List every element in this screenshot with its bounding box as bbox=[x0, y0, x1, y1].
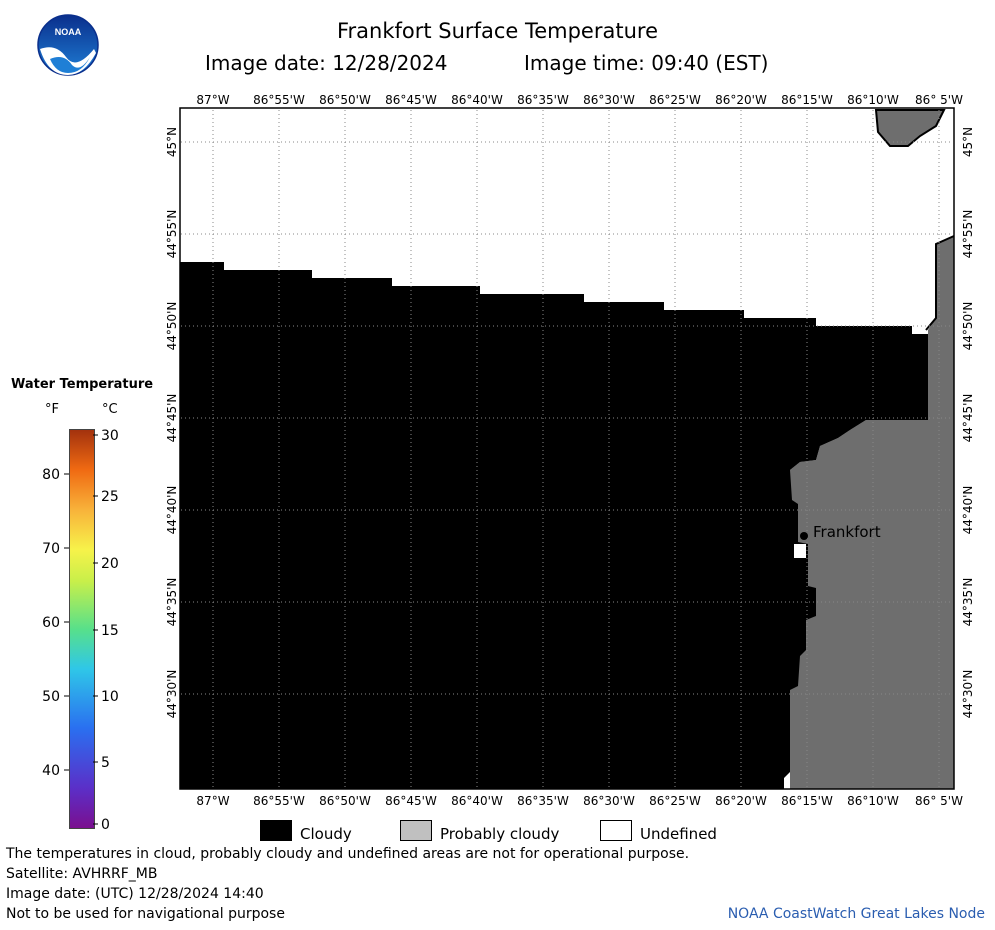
image-time: Image time: 09:40 (EST) bbox=[524, 51, 769, 75]
unit-celsius: °C bbox=[102, 402, 118, 417]
c-tick-label: 15 bbox=[101, 623, 119, 639]
lon-label-bottom: 86°50'W bbox=[319, 794, 371, 808]
lat-label-left: 45°N bbox=[165, 127, 179, 157]
legend-undefined: Undefined bbox=[640, 825, 717, 843]
lon-label-bottom: 86°45'W bbox=[385, 794, 437, 808]
c-tick-label: 0 bbox=[101, 817, 110, 833]
disclaimer-note: The temperatures in cloud, probably clou… bbox=[6, 846, 690, 862]
lon-label-top: 86°45'W bbox=[385, 93, 437, 107]
lon-label-top: 86°10'W bbox=[847, 93, 899, 107]
lat-label-left: 44°30'N bbox=[165, 670, 179, 719]
lon-label-bottom: 86°10'W bbox=[847, 794, 899, 808]
probably-cloudy-area bbox=[928, 236, 954, 789]
grid-lines bbox=[181, 110, 953, 788]
lat-label-left: 44°45'N bbox=[165, 394, 179, 443]
lat-label-left: 44°40'N bbox=[165, 486, 179, 535]
c-tick-label: 25 bbox=[101, 489, 119, 505]
f-tick-label: 60 bbox=[42, 615, 60, 631]
probably-cloudy-lobe bbox=[874, 109, 946, 147]
f-tick-label: 50 bbox=[42, 689, 60, 705]
satellite-info: Satellite: AVHRRF_MB bbox=[6, 866, 158, 882]
frankfort-label: Frankfort bbox=[813, 523, 881, 541]
utc-date: Image date: (UTC) 12/28/2024 14:40 bbox=[6, 886, 264, 902]
page-title: Frankfort Surface Temperature bbox=[336, 19, 658, 43]
lon-label-bottom: 86°40'W bbox=[451, 794, 503, 808]
map-frame bbox=[179, 107, 955, 790]
lon-label-top: 86°35'W bbox=[517, 93, 569, 107]
lon-label-top: 86°40'W bbox=[451, 93, 503, 107]
lat-label-right: 44°50'N bbox=[961, 302, 975, 351]
credit-link[interactable]: NOAA CoastWatch Great Lakes Node bbox=[727, 906, 985, 922]
lon-label-bottom: 86°25'W bbox=[649, 794, 701, 808]
image-date: Image date: 12/28/2024 bbox=[205, 51, 448, 75]
probably-cloudy-area-east bbox=[790, 420, 930, 789]
probably-cloudy-swatch bbox=[400, 820, 432, 841]
lat-label-right: 44°45'N bbox=[961, 394, 975, 443]
legend-cloudy: Cloudy bbox=[300, 825, 352, 843]
f-tick-label: 70 bbox=[42, 541, 60, 557]
lat-label-right: 44°30'N bbox=[961, 670, 975, 719]
lon-label-top: 86° 5'W bbox=[915, 93, 963, 107]
lat-label-right: 45°N bbox=[961, 127, 975, 157]
noaa-logo: NOAA bbox=[37, 14, 99, 76]
lon-label-bottom: 87°W bbox=[196, 794, 229, 808]
lat-label-right: 44°55'N bbox=[961, 210, 975, 259]
lon-label-top: 86°50'W bbox=[319, 93, 371, 107]
lon-label-bottom: 86°15'W bbox=[781, 794, 833, 808]
c-tick-label: 20 bbox=[101, 556, 119, 572]
undefined-patch bbox=[794, 544, 806, 558]
f-tick-label: 80 bbox=[42, 467, 60, 483]
lon-label-top: 86°55'W bbox=[253, 93, 305, 107]
unit-fahrenheit: °F bbox=[45, 402, 59, 417]
lon-label-top: 86°25'W bbox=[649, 93, 701, 107]
lon-label-bottom: 86° 5'W bbox=[915, 794, 963, 808]
cloudy-area bbox=[180, 262, 928, 789]
lon-label-bottom: 86°55'W bbox=[253, 794, 305, 808]
nav-warning: Not to be used for navigational purpose bbox=[6, 906, 285, 922]
coastline bbox=[925, 235, 955, 331]
frankfort-marker bbox=[800, 532, 808, 540]
colorbar bbox=[69, 429, 95, 829]
lat-label-right: 44°35'N bbox=[961, 578, 975, 627]
lon-label-top: 86°30'W bbox=[583, 93, 635, 107]
colorbar-title: Water Temperature bbox=[11, 377, 154, 392]
lon-label-bottom: 86°30'W bbox=[583, 794, 635, 808]
undefined-swatch bbox=[600, 820, 632, 841]
f-tick-label: 40 bbox=[42, 763, 60, 779]
lon-label-top: 87°W bbox=[196, 93, 229, 107]
legend-probably-cloudy: Probably cloudy bbox=[440, 825, 560, 843]
lon-label-bottom: 86°20'W bbox=[715, 794, 767, 808]
lon-label-top: 86°15'W bbox=[781, 93, 833, 107]
cloudy-swatch bbox=[260, 820, 292, 841]
c-tick-label: 30 bbox=[101, 428, 119, 444]
c-tick-label: 5 bbox=[101, 755, 110, 771]
lat-label-left: 44°50'N bbox=[165, 302, 179, 351]
noaa-logo-text: NOAA bbox=[55, 27, 82, 37]
lon-label-top: 86°20'W bbox=[715, 93, 767, 107]
lat-label-left: 44°55'N bbox=[165, 210, 179, 259]
c-tick-label: 10 bbox=[101, 689, 119, 705]
lat-label-right: 44°40'N bbox=[961, 486, 975, 535]
lat-label-left: 44°35'N bbox=[165, 578, 179, 627]
lon-label-bottom: 86°35'W bbox=[517, 794, 569, 808]
